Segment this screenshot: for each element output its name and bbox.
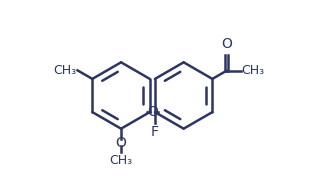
Text: CH₃: CH₃ bbox=[53, 64, 77, 77]
Text: CH₃: CH₃ bbox=[241, 64, 265, 77]
Text: O: O bbox=[147, 105, 158, 119]
Text: F: F bbox=[151, 125, 159, 139]
Text: O: O bbox=[116, 136, 127, 150]
Text: CH₃: CH₃ bbox=[109, 154, 133, 167]
Text: O: O bbox=[221, 37, 232, 51]
